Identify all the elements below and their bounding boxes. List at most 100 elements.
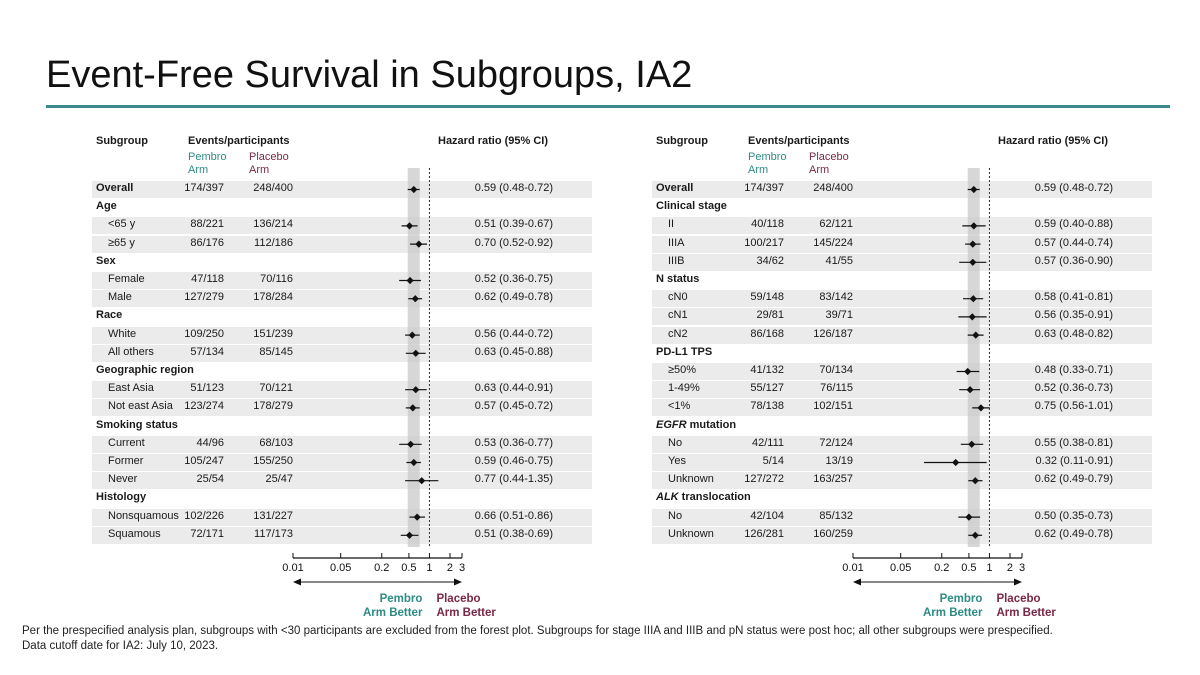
hazard-ratio-text: 0.52 (0.36-0.73) [1034,382,1113,395]
pembro-events: 105/247 [184,455,224,467]
subgroup-label: All others [108,345,154,358]
pembro-arm-line1: Pembro [188,151,227,163]
hr-point [410,458,418,467]
placebo-events: 112/186 [254,236,293,249]
subgroup-label: cN0 [668,291,688,304]
hr-point [409,404,417,412]
gene-name: EGFR [656,418,687,431]
subgroup-label: Unknown [668,527,714,540]
hazard-ratio-text: 0.59 (0.46-0.75) [474,455,553,467]
subgroup-label: Current [108,436,145,449]
placebo-events: 70/134 [819,364,853,376]
placebo-better-label-1: Placebo [436,593,480,605]
pembro-events: 25/54 [196,473,224,486]
subgroup-label: ≥50% [668,364,697,376]
pembro-arm-line1: Pembro [748,151,787,163]
pembro-better-label-1: Pembro [380,593,423,605]
placebo-better-label-1: Placebo [996,593,1040,605]
table-row: ≥65 y 86/176 112/186 0.70 (0.52-0.92) [92,235,592,253]
hazard-ratio-text: 0.56 (0.35-0.91) [1034,309,1113,322]
pembro-events: 55/127 [750,382,784,395]
x-tick-label: 0.2 [934,562,949,574]
placebo-events: 85/132 [819,509,853,522]
hr-point [412,349,420,357]
pembro-events: 88/221 [190,218,224,231]
hazard-ratio-text: 0.52 (0.36-0.75) [474,273,553,285]
subgroup-category-row: Histology [92,490,592,507]
pembro-arm-line2: Arm [748,164,769,176]
subgroup-label: Overall [96,182,134,194]
pembro-events: 127/272 [744,473,784,486]
subgroup-label: Nonsquamous [108,509,179,522]
table-row: Former 105/247 155/250 0.59 (0.46-0.75) [92,454,592,471]
pembro-events: 59/148 [750,291,784,304]
subgroup-label: II [668,218,675,231]
placebo-arm-line1: Placebo [249,151,289,163]
placebo-events: 70/116 [260,273,293,285]
subgroup-label: <1% [668,400,691,413]
hr-point [411,295,419,303]
placebo-events: 76/115 [820,382,853,395]
category-label: Histology [96,491,147,504]
table-row: All others 57/134 85/145 0.63 (0.45-0.88) [92,344,592,362]
table-row: II 40/118 62/121 0.59 (0.40-0.88) [652,217,1152,235]
overall-ci-band [407,168,420,547]
placebo-events: 151/239 [253,327,293,340]
subgroup-label: Squamous [108,527,161,540]
placebo-arm-line1: Placebo [809,151,849,163]
placebo-events: 248/400 [253,182,293,194]
hr-point [968,313,976,321]
subgroup-category-row: Clinical stage [652,199,1152,216]
hazard-ratio-text: 0.63 (0.44-0.91) [474,382,553,395]
hazard-ratio-text: 0.63 (0.45-0.88) [474,345,553,358]
subgroup-label: <65 y [108,218,136,231]
subgroup-category-row: Race [92,308,592,325]
hazard-ratio-text: 0.51 (0.38-0.69) [474,527,553,540]
hr-point [969,240,977,248]
table-row: East Asia 51/123 70/121 0.63 (0.44-0.91) [92,381,592,399]
table-row: IIIB 34/62 41/55 0.57 (0.36-0.90) [652,253,1152,271]
x-tick-label: 1 [426,562,432,574]
hazard-ratio-text: 0.62 (0.49-0.78) [474,291,553,304]
subgroup-category-row: EGFR mutation [652,418,1152,435]
table-row: 1-49% 55/127 76/115 0.52 (0.36-0.73) [652,381,1152,399]
hazard-ratio-text: 0.53 (0.36-0.77) [474,436,553,449]
hr-point [952,458,960,467]
placebo-events: 136/214 [253,218,293,231]
subgroup-category-row: Smoking status [92,418,592,435]
pembro-events: 78/138 [750,400,784,413]
table-row: White 109/250 151/239 0.56 (0.44-0.72) [92,326,592,344]
hazard-ratio-text: 0.75 (0.56-1.01) [1034,400,1113,413]
table-row: cN2 86/168 126/187 0.63 (0.48-0.82) [652,326,1152,344]
placebo-events: 13/19 [825,455,853,467]
table-row: ≥50% 41/132 70/134 0.48 (0.33-0.71) [652,363,1152,380]
hazard-ratio-text: 0.70 (0.52-0.92) [474,236,553,249]
gene-name: ALK [656,491,679,504]
x-tick-label: 3 [1019,562,1025,574]
subgroup-label: Never [108,473,138,486]
hr-point [415,240,423,248]
table-row: Not east Asia 123/274 178/279 0.57 (0.45-0.… [92,399,592,417]
category-label: Geographic region [96,364,194,376]
hazard-ratio-text: 0.51 (0.39-0.67) [474,218,553,231]
arrow-left-head [853,578,861,586]
hazard-ratio-text: 0.77 (0.44-1.35) [474,473,553,486]
placebo-arm-header: Placebo Arm [809,151,849,177]
hazard-ratio-text: 0.57 (0.36-0.90) [1034,254,1113,267]
table-row: Unknown 126/281 160/259 0.62 (0.49-0.78) [652,526,1152,544]
pembro-arm-header: Pembro Arm [748,151,787,177]
hazard-ratio-text: 0.59 (0.40-0.88) [1034,218,1113,231]
table-row: Nonsquamous 102/226 131/227 0.66 (0.51-0.86… [92,508,592,526]
placebo-events: 62/121 [819,218,853,231]
x-tick-label: 2 [447,562,453,574]
placebo-arm-header: Placebo Arm [249,151,289,177]
pembro-events: 42/104 [750,509,784,522]
pembro-arm-line2: Arm [188,164,209,176]
table-row: IIIA 100/217 145/224 0.57 (0.44-0.74) [652,235,1152,253]
x-tick-label: 0.5 [401,562,416,574]
placebo-events: 85/145 [259,345,293,358]
pembro-events: 51/123 [190,382,224,395]
subgroup-label: Unknown [668,473,714,486]
hr-point [412,386,420,394]
placebo-events: 163/257 [813,473,853,486]
